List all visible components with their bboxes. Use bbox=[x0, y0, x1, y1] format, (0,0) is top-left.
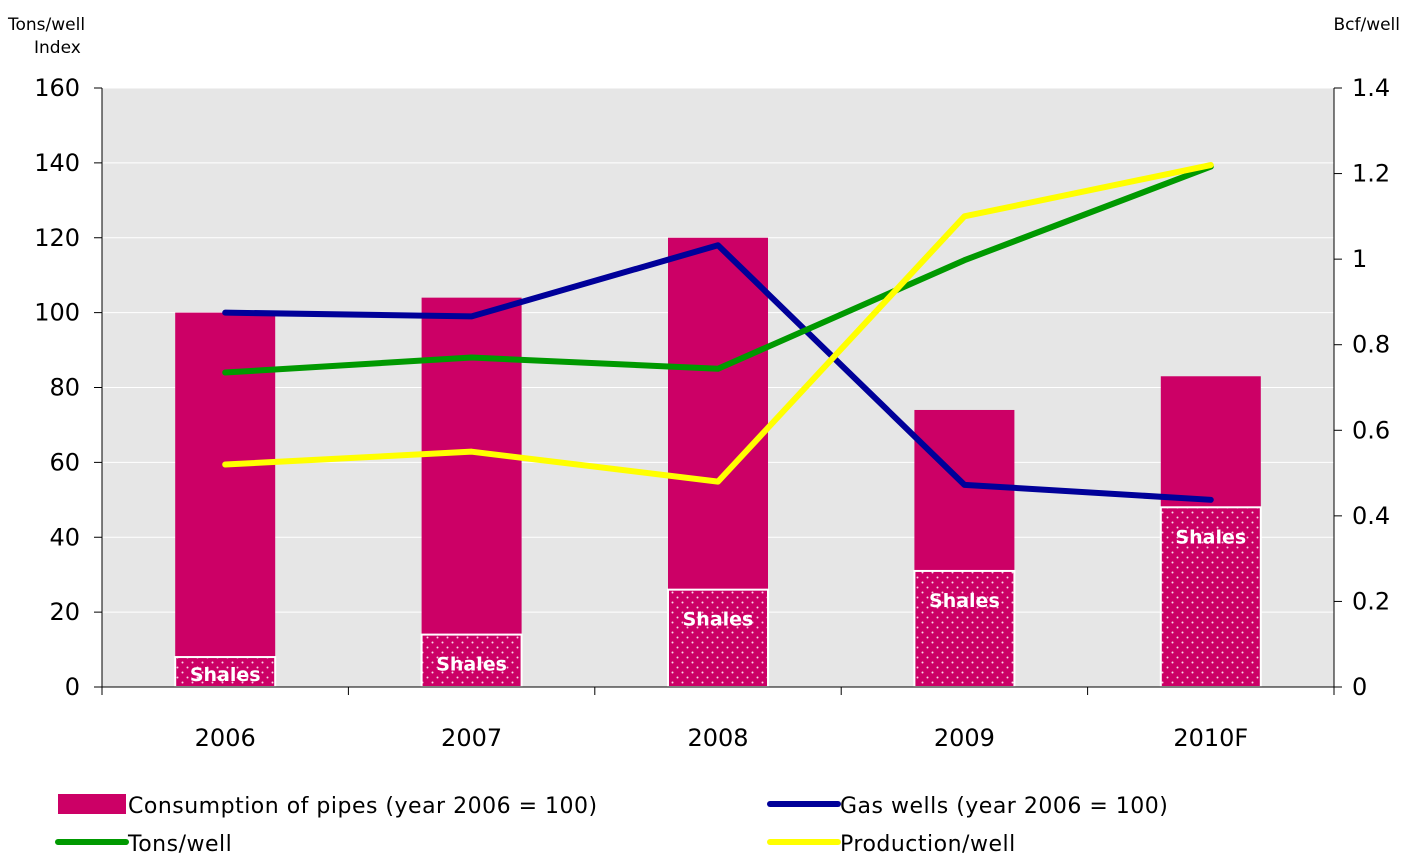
x-tick-label: 2008 bbox=[687, 724, 748, 752]
left-tick-label: 100 bbox=[34, 299, 80, 327]
left-axis-title-1: Tons/well bbox=[7, 15, 85, 35]
shales-label: Shales bbox=[436, 654, 507, 676]
right-tick-label: 0.2 bbox=[1352, 587, 1390, 615]
left-tick-label: 20 bbox=[49, 598, 80, 626]
right-tick-label: 0.8 bbox=[1352, 331, 1390, 359]
x-tick-label: 2006 bbox=[195, 724, 256, 752]
legend-label: Consumption of pipes (year 2006 = 100) bbox=[128, 794, 598, 819]
right-tick-label: 0.4 bbox=[1352, 502, 1390, 530]
axes bbox=[94, 87, 1342, 695]
x-tick-label: 2009 bbox=[934, 724, 995, 752]
shales-label: Shales bbox=[1175, 526, 1246, 548]
legend-label: Tons/well bbox=[127, 832, 232, 853]
right-tick-label: 1.4 bbox=[1352, 74, 1390, 102]
shales-label: Shales bbox=[190, 664, 261, 686]
right-tick-label: 0 bbox=[1352, 673, 1367, 701]
line-gas-wells-year-2006-100 bbox=[222, 242, 1214, 503]
right-tick-label: 1.2 bbox=[1352, 160, 1390, 188]
legend-label: Production/well bbox=[840, 832, 1016, 853]
bar-shales-segment bbox=[667, 588, 769, 688]
line-tons-well bbox=[222, 163, 1214, 376]
bar-shales-segment bbox=[913, 569, 1016, 688]
left-tick-label: 120 bbox=[34, 224, 80, 252]
right-tick-label: 1 bbox=[1352, 245, 1367, 273]
legend-label: Gas wells (year 2006 = 100) bbox=[840, 794, 1168, 819]
line-series bbox=[222, 162, 1214, 503]
bar-shales-segment bbox=[1159, 506, 1262, 688]
shales-label: Shales bbox=[929, 590, 1000, 612]
right-axis-title: Bcf/well bbox=[1333, 15, 1400, 35]
tick-labels: 0 20 40 60 80 100 120 140 160 0 0.2 0.4 0.6 0.8 1 1.2 1.… bbox=[34, 74, 1390, 752]
left-tick-label: 160 bbox=[34, 74, 80, 102]
x-tick-label: 2010F bbox=[1173, 724, 1248, 752]
right-tick-label: 0.6 bbox=[1352, 416, 1390, 444]
legend-swatch-bar bbox=[58, 794, 126, 814]
legend: Consumption of pipes (year 2006 = 100) Ga… bbox=[55, 794, 1168, 853]
left-axis-title-2: Index bbox=[34, 38, 81, 58]
left-tick-label: 0 bbox=[65, 673, 80, 701]
left-tick-label: 80 bbox=[49, 374, 80, 402]
left-tick-label: 40 bbox=[49, 523, 80, 551]
left-tick-label: 140 bbox=[34, 149, 80, 177]
left-tick-label: 60 bbox=[49, 448, 80, 476]
bar-series: Shales Shales Shales Shales Shales bbox=[174, 237, 1262, 689]
shales-label: Shales bbox=[683, 609, 754, 631]
bar-shales-segment bbox=[420, 633, 523, 689]
line-production-well bbox=[222, 162, 1214, 485]
x-tick-label: 2007 bbox=[441, 724, 502, 752]
